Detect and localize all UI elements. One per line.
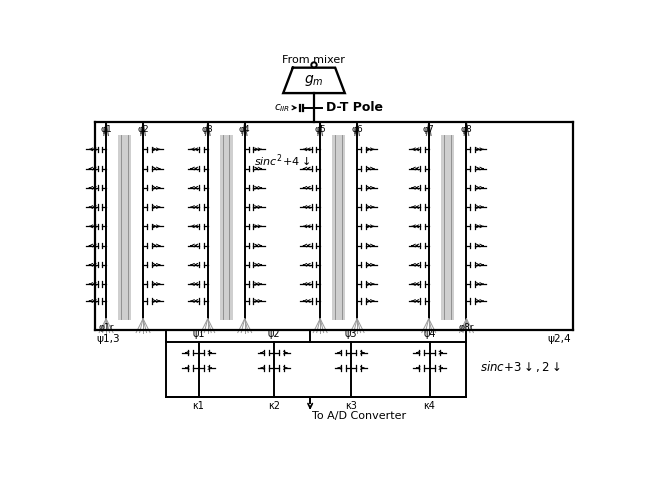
Text: ψ4: ψ4 xyxy=(423,329,436,339)
Text: φ4: φ4 xyxy=(239,125,251,134)
Text: $c_{IIR}$: $c_{IIR}$ xyxy=(274,102,290,113)
Text: φ8: φ8 xyxy=(461,125,473,134)
Text: φ2: φ2 xyxy=(137,125,149,134)
Text: ψ1: ψ1 xyxy=(192,329,205,339)
Text: φ1: φ1 xyxy=(100,125,112,134)
Text: From mixer: From mixer xyxy=(282,55,345,65)
Text: To A/D Converter: To A/D Converter xyxy=(312,411,407,421)
Text: D-T Pole: D-T Pole xyxy=(326,101,383,114)
Text: ψ2,4: ψ2,4 xyxy=(547,335,571,344)
Text: ψ1,3: ψ1,3 xyxy=(96,335,120,344)
Bar xyxy=(118,135,131,320)
Text: φ1r: φ1r xyxy=(98,323,114,332)
Bar xyxy=(220,135,232,320)
Bar xyxy=(166,342,467,397)
Text: $sinc\!+\!3{\downarrow},2{\downarrow}$: $sinc\!+\!3{\downarrow},2{\downarrow}$ xyxy=(480,359,561,374)
Text: φ3: φ3 xyxy=(202,125,214,134)
Text: κ4: κ4 xyxy=(424,401,436,411)
Text: φ5: φ5 xyxy=(314,125,326,134)
Text: κ2: κ2 xyxy=(268,401,280,411)
Text: κ1: κ1 xyxy=(193,401,204,411)
Text: $g_m$: $g_m$ xyxy=(304,73,324,88)
Text: φ6: φ6 xyxy=(352,125,363,134)
Bar xyxy=(332,135,345,320)
Text: κ3: κ3 xyxy=(345,401,357,411)
Text: ψ3: ψ3 xyxy=(345,329,357,339)
Text: $sinc^2\!+\!4{\downarrow}$: $sinc^2\!+\!4{\downarrow}$ xyxy=(254,152,310,168)
Text: φ8r: φ8r xyxy=(459,323,474,332)
Text: ψ2: ψ2 xyxy=(268,329,281,339)
Bar xyxy=(441,135,454,320)
Text: φ7: φ7 xyxy=(423,125,435,134)
